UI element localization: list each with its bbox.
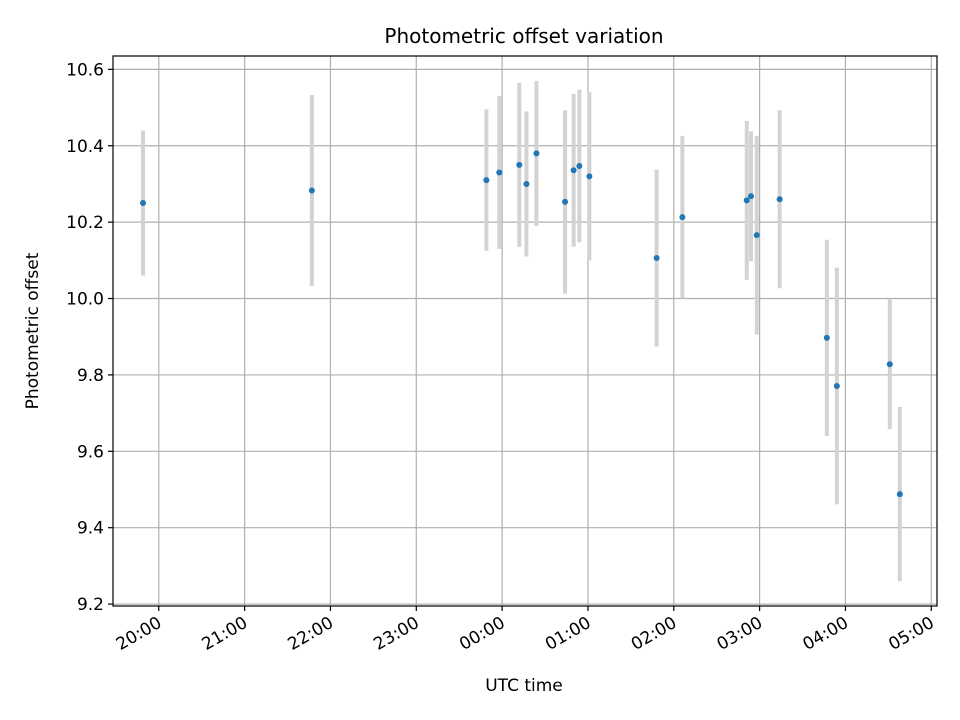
y-tick-label: 10.4 <box>66 137 104 157</box>
y-tick-label: 10.0 <box>66 290 104 310</box>
data-point <box>748 193 755 200</box>
y-axis-title: Photometric offset <box>23 252 43 409</box>
data-point <box>833 383 840 389</box>
y-axis: 9.2 9.4 9.6 9.8 10.0 10.2 10.4 10.6 <box>66 60 113 615</box>
data-point <box>523 180 530 187</box>
data-point <box>586 173 593 180</box>
data-point <box>483 177 490 184</box>
data-point <box>776 196 783 203</box>
y-tick-label: 9.4 <box>77 519 104 539</box>
data-point <box>496 169 503 176</box>
y-tick-label: 9.2 <box>77 595 104 615</box>
data-point <box>679 214 686 221</box>
chart-title: Photometric offset variation <box>384 24 663 48</box>
x-axis-title: UTC time <box>485 676 563 696</box>
y-tick-label: 10.2 <box>66 213 104 233</box>
data-point <box>308 187 315 194</box>
y-tick-label: 10.6 <box>66 60 104 80</box>
data-point <box>896 491 903 498</box>
data-point <box>570 167 577 174</box>
data-point <box>576 163 583 169</box>
data-point <box>516 161 523 168</box>
data-point <box>823 334 830 341</box>
data-point <box>533 150 540 157</box>
data-point <box>562 198 569 205</box>
data-point <box>753 232 760 239</box>
data-point <box>886 361 893 368</box>
y-tick-label: 9.8 <box>77 366 104 386</box>
data-point <box>140 200 147 207</box>
data-points <box>140 150 903 498</box>
plot-frame <box>112 55 938 607</box>
data-point <box>743 197 750 204</box>
data-point <box>653 255 660 262</box>
y-tick-label: 9.6 <box>77 442 104 462</box>
